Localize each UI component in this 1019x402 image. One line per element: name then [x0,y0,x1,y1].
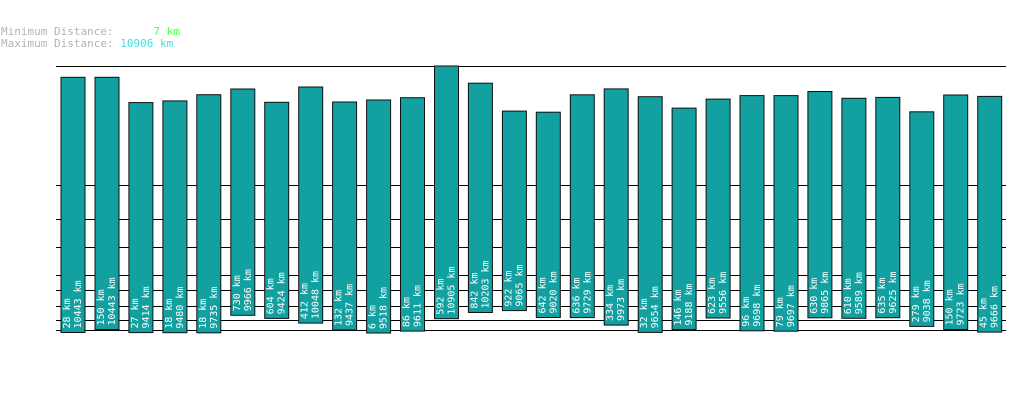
bar-min-label: 630 km [809,278,820,314]
bar-min-label: 635 km [877,277,888,313]
bar-min-label: 623 km [707,278,718,314]
max-distance-label: Maximum Distance: [1,37,114,50]
bar-4 [162,100,188,334]
bar-8 [298,86,324,324]
bar-min-label: 27 km [130,298,141,328]
bar-26 [909,111,935,327]
bar-min-label: 132 km [334,290,345,326]
bar-min-label: 18 km [164,299,175,329]
bar-min-label: 18 km [198,299,209,329]
bar-min-label: 412 km [300,283,311,319]
bar-17 [603,88,629,326]
bar-7 [264,101,290,319]
bar-min-label: 334 km [605,285,616,321]
bar-3 [128,102,154,334]
bar-23 [807,91,833,319]
bar-max-label: 9723 km [956,283,967,325]
bar-2 [94,76,120,330]
min-distance-label: Minimum Distance: [1,25,114,38]
bar-max-label: 9188 km [684,283,695,325]
bar-min-label: 604 km [266,278,277,314]
bar-max-label: 9480 km [175,287,186,329]
bar-28 [977,95,1003,333]
bar-12 [434,65,459,320]
bar-max-label: 9654 km [650,286,661,328]
bar-min-label: 636 km [571,277,582,313]
bar-max-label: 10443 km [107,277,118,325]
bar-max-label: 9518 km [379,287,390,329]
bar-max-label: 10443 km [73,280,84,328]
bar-27 [943,94,969,330]
bar-max-label: 9666 km [990,286,1001,328]
bar-min-label: 150 km [96,289,107,325]
bar-max-label: 9625 km [888,271,899,313]
min-distance-row: Minimum Distance: 7 km [1,26,180,38]
bar-max-label: 10048 km [311,271,322,319]
bar-min-label: 730 km [232,275,243,311]
bar-max-label: 9424 km [277,272,288,314]
bar-max-label: 9038 km [922,280,933,322]
bar-max-label: 10203 km [480,260,491,308]
bar-min-label: 592 km [436,279,447,315]
bar-5 [196,94,222,334]
bar-max-label: 9729 km [582,271,593,313]
bar-max-label: 9698 km [752,285,763,327]
bar-max-label: 9973 km [616,279,627,321]
bar-min-label: 146 km [673,289,684,325]
distance-stats: Minimum Distance: 7 km Maximum Distance:… [1,26,180,50]
max-distance-value: 10906 km [120,37,174,50]
bar-min-label: 642 km [537,277,548,313]
bar-min-label: 150 km [945,289,956,325]
bar-min-label: 45 km [979,298,990,328]
bar-max-label: 9697 km [786,285,797,327]
bar-22 [773,95,799,332]
bar-13 [467,82,493,313]
bar-max-label: 9065 km [514,264,525,306]
bar-19 [671,107,697,331]
bar-max-label: 9611 km [413,285,424,327]
bar-10 [366,99,392,334]
bar-20 [705,98,731,319]
bar-min-label: 79 km [775,297,786,327]
bar-6 [230,88,256,316]
bar-min-label: 279 km [911,286,922,322]
bar-min-label: 842 km [469,272,480,308]
bar-25 [875,96,901,319]
bar-min-label: 86 km [402,297,413,327]
bar-24 [841,97,867,319]
bar-min-label: 28 km [62,298,73,328]
bar-max-label: 9020 km [548,271,559,313]
bar-9 [332,101,358,331]
bar-1 [60,76,86,333]
bars [60,65,1003,334]
bar-16 [569,94,595,319]
bar-21 [739,95,765,332]
bar-max-label: 10905 km [447,267,458,315]
bar-min-label: 610 km [843,278,854,314]
bar-max-label: 9414 km [141,286,152,328]
bar-min-label: 32 km [639,298,650,328]
bar-min-label: 6 km [368,305,379,329]
bar-18 [637,96,663,333]
bar-max-label: 9966 km [243,269,254,311]
min-distance-value: 7 km [153,25,180,38]
bar-max-label: 9865 km [820,272,831,314]
bar-max-label: 9589 km [854,272,865,314]
bar-max-label: 9556 km [718,272,729,314]
bar-max-label: 9735 km [209,287,220,329]
bar-15 [535,111,561,318]
max-distance-row: Maximum Distance: 10906 km [1,38,180,50]
bar-labels: 28 km 10443 km 150 km 10443 km 27 km 9414 km 1… [62,260,1001,329]
bar-min-label: 922 km [503,270,514,306]
bar-min-label: 96 km [741,297,752,327]
bar-14 [501,110,527,312]
bar-max-label: 9437 km [345,284,356,326]
bar-11 [400,97,425,332]
